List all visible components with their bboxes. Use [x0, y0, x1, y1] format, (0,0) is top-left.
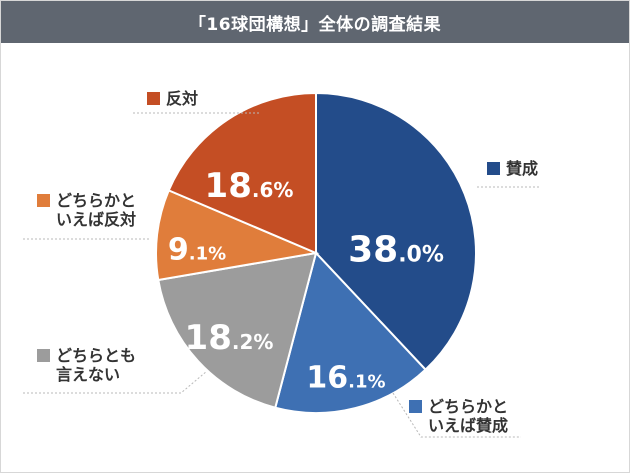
leader-line-2 [392, 392, 521, 438]
leader-line-3 [23, 370, 208, 394]
slice-value-label-2: 16.1% [306, 361, 385, 396]
legend-swatch-icon [147, 92, 160, 105]
legend-label-line: どちらとも [37, 346, 136, 365]
legend-label-4: どちらかと いえば反対 [37, 191, 136, 229]
chart-title: 「16球団構想」全体の調査結果 [1, 1, 629, 43]
legend-label-line: どちらかと [37, 191, 136, 210]
legend-swatch-icon [37, 349, 50, 362]
slice-value-label-5: 18.6% [205, 166, 294, 206]
legend-label-line: 反対 [147, 89, 198, 108]
pie-slice-2 [274, 250, 427, 414]
slice-value-label-4: 9.1% [168, 233, 226, 268]
slice-value-label-3: 18.2% [185, 318, 274, 358]
legend-label-line: いえば反対 [56, 210, 137, 229]
legend-swatch-icon [487, 162, 500, 175]
legend-label-line: 言えない [56, 365, 121, 384]
legend-label-line: いえば賛成 [428, 416, 509, 435]
legend-label-1: 賛成 [487, 159, 538, 178]
legend-label-3: どちらとも 言えない [37, 346, 136, 384]
legend-label-line: どちらかと [409, 397, 508, 416]
legend-label-2: どちらかと いえば賛成 [409, 397, 508, 435]
pie-slice-4 [155, 189, 320, 282]
pie-slice-5 [167, 91, 317, 255]
pie-slice-3 [157, 251, 318, 409]
legend-label-line: 賛成 [487, 159, 538, 178]
legend-swatch-icon [409, 400, 422, 413]
legend-label-5: 反対 [147, 89, 198, 108]
legend-swatch-icon [37, 194, 50, 207]
slice-value-label-1: 38.0% [348, 230, 444, 271]
pie-slice-1 [315, 91, 477, 372]
